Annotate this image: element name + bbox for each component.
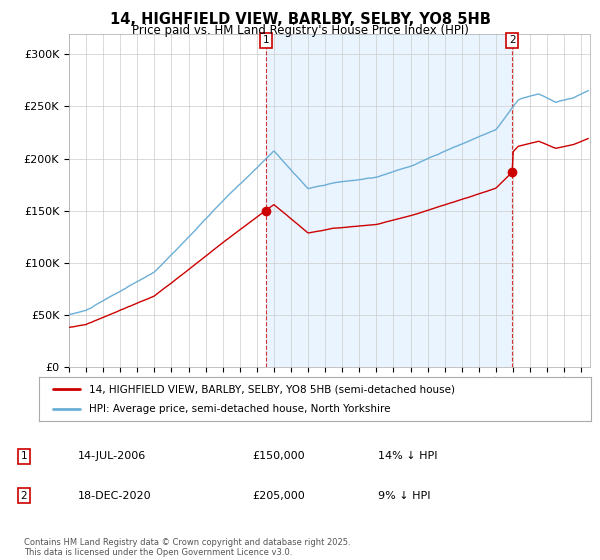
Bar <box>266 34 512 367</box>
Text: Contains HM Land Registry data © Crown copyright and database right 2025.
This d: Contains HM Land Registry data © Crown c… <box>24 538 350 557</box>
Text: 14-JUL-2006: 14-JUL-2006 <box>78 451 146 461</box>
Text: £150,000: £150,000 <box>252 451 305 461</box>
Text: 14, HIGHFIELD VIEW, BARLBY, SELBY, YO8 5HB: 14, HIGHFIELD VIEW, BARLBY, SELBY, YO8 5… <box>110 12 490 27</box>
Text: 1: 1 <box>20 451 28 461</box>
Text: 9% ↓ HPI: 9% ↓ HPI <box>378 491 431 501</box>
Text: 1: 1 <box>263 35 269 45</box>
Text: 14% ↓ HPI: 14% ↓ HPI <box>378 451 437 461</box>
Text: 2: 2 <box>20 491 28 501</box>
Text: Price paid vs. HM Land Registry's House Price Index (HPI): Price paid vs. HM Land Registry's House … <box>131 24 469 37</box>
Text: 2: 2 <box>509 35 515 45</box>
Text: 14, HIGHFIELD VIEW, BARLBY, SELBY, YO8 5HB (semi-detached house): 14, HIGHFIELD VIEW, BARLBY, SELBY, YO8 5… <box>89 384 455 394</box>
Text: HPI: Average price, semi-detached house, North Yorkshire: HPI: Average price, semi-detached house,… <box>89 404 390 414</box>
Text: 18-DEC-2020: 18-DEC-2020 <box>78 491 152 501</box>
Text: £205,000: £205,000 <box>252 491 305 501</box>
